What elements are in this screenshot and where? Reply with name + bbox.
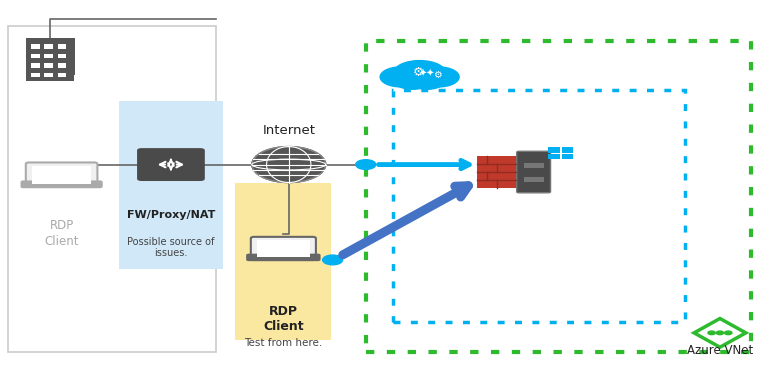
FancyBboxPatch shape — [31, 73, 39, 77]
Circle shape — [725, 331, 732, 335]
FancyBboxPatch shape — [58, 73, 66, 77]
Circle shape — [409, 72, 445, 89]
Text: ⚙: ⚙ — [413, 66, 424, 79]
FancyBboxPatch shape — [548, 147, 560, 153]
FancyBboxPatch shape — [31, 54, 39, 58]
Text: ✦✦: ✦✦ — [419, 69, 435, 79]
Text: RDP
Client: RDP Client — [263, 305, 303, 333]
FancyBboxPatch shape — [58, 63, 66, 68]
Text: Azure VNet: Azure VNet — [687, 344, 753, 357]
Text: Possible source of
issues.: Possible source of issues. — [127, 237, 215, 258]
FancyBboxPatch shape — [247, 255, 320, 260]
Text: Internet: Internet — [263, 123, 315, 137]
FancyBboxPatch shape — [58, 45, 66, 49]
Text: ⚙: ⚙ — [433, 70, 441, 80]
FancyBboxPatch shape — [235, 183, 331, 340]
FancyBboxPatch shape — [254, 258, 313, 260]
FancyBboxPatch shape — [58, 54, 66, 58]
FancyBboxPatch shape — [45, 63, 53, 68]
FancyBboxPatch shape — [32, 166, 92, 184]
FancyBboxPatch shape — [54, 39, 75, 75]
FancyBboxPatch shape — [561, 154, 573, 159]
FancyBboxPatch shape — [517, 151, 551, 193]
Circle shape — [323, 255, 343, 265]
FancyBboxPatch shape — [119, 101, 223, 269]
Circle shape — [356, 160, 376, 169]
Circle shape — [716, 331, 724, 335]
FancyBboxPatch shape — [29, 185, 94, 186]
FancyBboxPatch shape — [31, 45, 39, 49]
Circle shape — [394, 72, 430, 89]
Circle shape — [418, 67, 459, 87]
FancyBboxPatch shape — [561, 147, 573, 153]
FancyBboxPatch shape — [137, 148, 205, 181]
FancyBboxPatch shape — [26, 39, 74, 82]
Text: Test from here.: Test from here. — [244, 338, 323, 349]
FancyBboxPatch shape — [31, 63, 39, 68]
FancyBboxPatch shape — [524, 163, 544, 168]
Circle shape — [252, 147, 326, 183]
FancyBboxPatch shape — [45, 54, 53, 58]
FancyBboxPatch shape — [524, 177, 544, 182]
FancyBboxPatch shape — [26, 162, 97, 187]
Circle shape — [380, 67, 421, 87]
FancyBboxPatch shape — [251, 237, 316, 260]
Text: FW/Proxy/NAT: FW/Proxy/NAT — [127, 210, 215, 220]
FancyBboxPatch shape — [477, 156, 516, 188]
FancyBboxPatch shape — [22, 181, 102, 187]
FancyBboxPatch shape — [8, 26, 216, 352]
FancyBboxPatch shape — [45, 73, 53, 77]
Text: RDP
Client: RDP Client — [45, 219, 79, 248]
FancyBboxPatch shape — [548, 154, 560, 159]
Circle shape — [708, 331, 715, 335]
Circle shape — [393, 61, 446, 86]
FancyBboxPatch shape — [257, 240, 310, 257]
FancyBboxPatch shape — [45, 45, 53, 49]
